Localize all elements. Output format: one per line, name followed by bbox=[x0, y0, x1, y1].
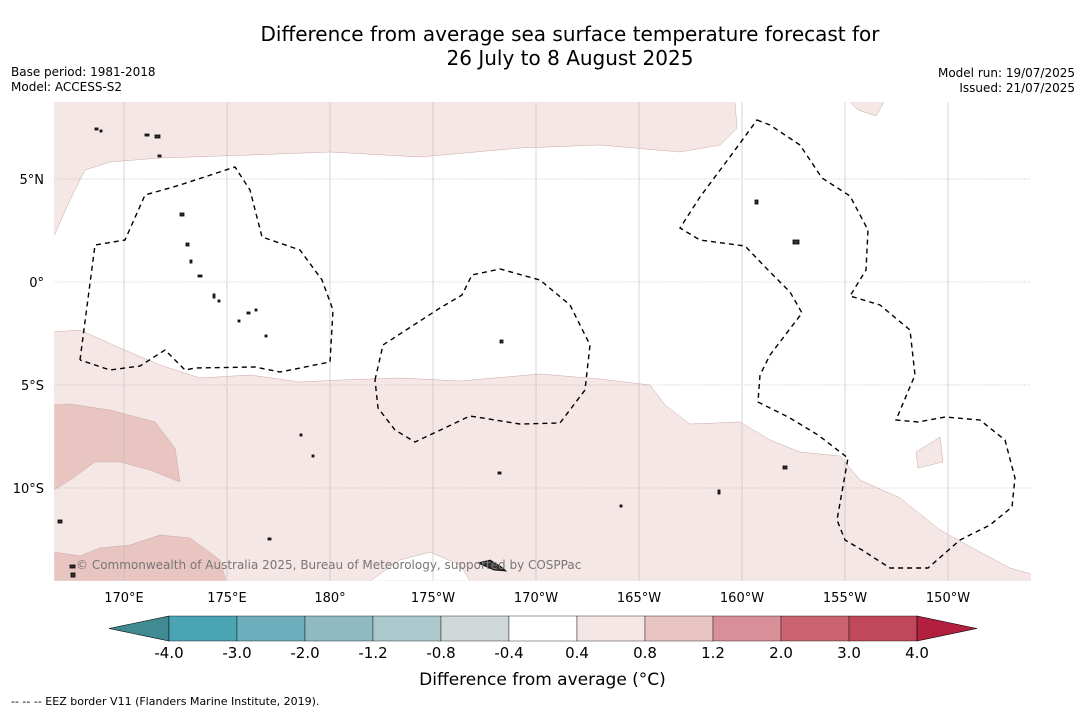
colorbar-tick-label: 0.8 bbox=[633, 644, 657, 662]
meta-left: Base period: 1981-2018 Model: ACCESS-S2 bbox=[11, 65, 156, 95]
lon-label-170e: 170°E bbox=[104, 591, 144, 606]
lat-label-0: 0° bbox=[29, 276, 44, 291]
colorbar-tick-label: 3.0 bbox=[837, 644, 861, 662]
lon-label-180: 180° bbox=[314, 591, 345, 606]
lat-label-5s: 5°S bbox=[21, 379, 44, 394]
neutral-region-south bbox=[369, 551, 471, 581]
title-line-1: Difference from average sea surface temp… bbox=[260, 22, 880, 46]
model-run: Model run: 19/07/2025 bbox=[937, 66, 1075, 80]
base-period: Base period: 1981-2018 bbox=[11, 65, 156, 79]
lon-label-175e: 175°E bbox=[207, 591, 247, 606]
colorbar-tick-label: -0.8 bbox=[426, 644, 456, 662]
issued-date: Issued: 21/07/2025 bbox=[959, 81, 1075, 95]
colorbar-extend-high bbox=[916, 615, 978, 642]
lat-label-10s: 10°S bbox=[13, 482, 44, 497]
colorbar-tick-label: 2.0 bbox=[769, 644, 793, 662]
colorbar-bin bbox=[780, 615, 850, 642]
lon-label-170w: 170°W bbox=[514, 591, 558, 606]
colorbar bbox=[108, 615, 978, 642]
colorbar-tick-label: -3.0 bbox=[222, 644, 252, 662]
lon-label-165w: 165°W bbox=[617, 591, 661, 606]
colorbar-tick-label: -2.0 bbox=[290, 644, 320, 662]
colorbar-tick-label: -4.0 bbox=[154, 644, 184, 662]
anomaly-region-southwest-1 bbox=[54, 403, 181, 491]
colorbar-bin bbox=[712, 615, 782, 642]
colorbar-tick-label: -0.4 bbox=[494, 644, 524, 662]
colorbar-extend-low bbox=[108, 615, 170, 642]
lon-label-150w: 150°W bbox=[926, 591, 970, 606]
colorbar-title: Difference from average (°C) bbox=[419, 670, 666, 690]
colorbar-bin bbox=[508, 615, 578, 642]
anomaly-region-south bbox=[54, 329, 1031, 581]
title-line-2: 26 July to 8 August 2025 bbox=[446, 46, 694, 70]
lon-label-155w: 155°W bbox=[823, 591, 867, 606]
lon-label-175w: 175°W bbox=[411, 591, 455, 606]
colorbar-bin bbox=[168, 615, 238, 642]
colorbar-bin bbox=[576, 615, 646, 642]
map-title: Difference from average sea surface temp… bbox=[0, 22, 1085, 70]
colorbar-tick-label: 0.4 bbox=[565, 644, 589, 662]
colorbar-tick-label: -1.2 bbox=[358, 644, 388, 662]
colorbar-bin bbox=[644, 615, 714, 642]
lon-label-160w: 160°W bbox=[720, 591, 764, 606]
eez-footnote: -- -- -- EEZ border V11 (Flanders Marine… bbox=[11, 695, 320, 708]
anomaly-region-east-patch bbox=[915, 436, 944, 469]
colorbar-bin bbox=[848, 615, 918, 642]
copyright-credit: © Commonwealth of Australia 2025, Bureau… bbox=[76, 558, 582, 572]
colorbar-bin bbox=[236, 615, 306, 642]
eez-borders bbox=[79, 119, 1016, 569]
map-area bbox=[54, 102, 1031, 581]
anomaly-region-north bbox=[54, 102, 738, 237]
model-name: Model: ACCESS-S2 bbox=[11, 80, 123, 94]
colorbar-tick-label: 1.2 bbox=[701, 644, 725, 662]
lat-label-5n: 5°N bbox=[20, 173, 45, 188]
anomaly-region-southwest-2 bbox=[54, 534, 227, 581]
colorbar-bin bbox=[304, 615, 374, 642]
islands bbox=[57, 127, 800, 578]
colorbar-tick-label: 4.0 bbox=[905, 644, 929, 662]
colorbar-bin bbox=[372, 615, 442, 642]
colorbar-bin bbox=[440, 615, 510, 642]
anomaly-region-north-east bbox=[849, 102, 885, 117]
meta-right: Model run: 19/07/2025 Issued: 21/07/2025 bbox=[938, 66, 1075, 96]
